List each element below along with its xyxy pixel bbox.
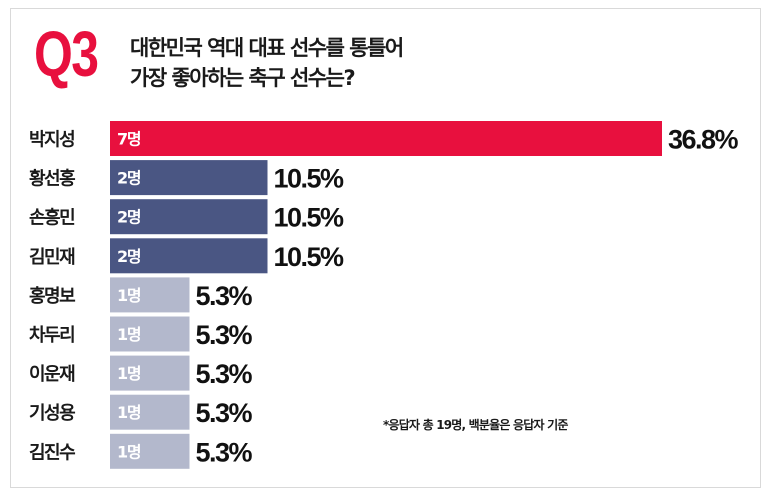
question-number: Q3: [34, 18, 99, 90]
data-label: 5.3%: [196, 320, 253, 350]
bar: [110, 238, 268, 274]
question-title: 대한민국 역대 대표 선수를 통틀어 가장 좋아하는 축구 선수는?: [130, 33, 404, 93]
bar: [110, 277, 190, 313]
bar-count-label: 2명: [117, 247, 141, 266]
category-label: 황선홍: [29, 168, 75, 190]
category-label: 김민재: [29, 247, 75, 268]
category-label: 박지성: [29, 130, 74, 151]
category-label: 김진수: [29, 442, 75, 463]
bar-count-label: 2명: [117, 208, 141, 227]
category-label: 기성용: [29, 403, 75, 424]
bar: [110, 433, 190, 469]
data-label: 5.3%: [196, 281, 253, 311]
bar: [110, 316, 190, 352]
data-label: 5.3%: [196, 398, 253, 428]
category-label: 홍명보: [29, 285, 75, 307]
data-label: 5.3%: [196, 359, 253, 389]
category-label: 손흥민: [29, 207, 75, 229]
bar: [110, 394, 190, 430]
bar-count-label: 1명: [117, 403, 141, 422]
data-label: 10.5%: [274, 203, 345, 233]
bar-count-label: 1명: [117, 325, 141, 344]
bar: [110, 160, 268, 196]
category-label: 이운재: [29, 364, 75, 385]
bar: [110, 355, 190, 391]
question-line-2: 가장 좋아하는 축구 선수는?: [130, 66, 356, 90]
data-label: 10.5%: [274, 242, 345, 272]
question-line-1: 대한민국 역대 대표 선수를 통틀어: [130, 36, 404, 60]
data-label: 5.3%: [196, 437, 253, 467]
bar-count-label: 1명: [117, 442, 141, 461]
bar: [110, 199, 268, 235]
category-label: 차두리: [29, 325, 74, 346]
footnote: *응답자 총 19명, 백분율은 응답자 기준: [383, 418, 568, 432]
bar: [110, 121, 662, 156]
data-label: 10.5%: [274, 164, 345, 194]
bar-count-label: 7명: [117, 130, 141, 149]
data-label: 36.8%: [668, 125, 739, 155]
bar-count-label: 1명: [117, 286, 141, 305]
bar-count-label: 1명: [117, 364, 141, 383]
bar-count-label: 2명: [117, 169, 141, 188]
